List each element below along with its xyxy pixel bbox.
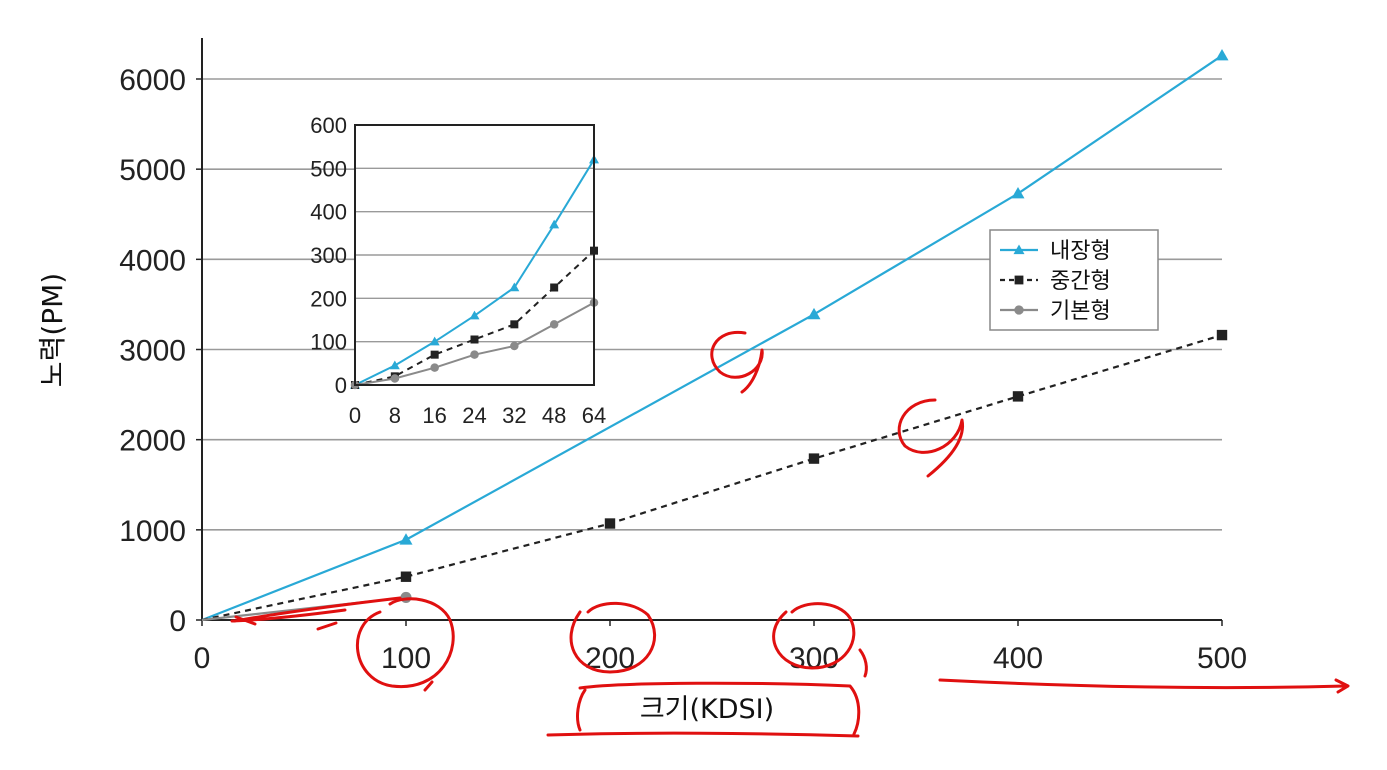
inset-x-tick-label: 64 [582, 403, 606, 428]
series-2-point [400, 571, 412, 582]
series-1-point [807, 307, 821, 320]
inset-y-tick-label: 600 [310, 113, 347, 138]
series-1-point [429, 336, 440, 346]
x-tick-label: 0 [194, 642, 211, 675]
legend-entry-label: 내장형 [1050, 239, 1111, 264]
legend-swatch-marker [1014, 275, 1024, 285]
annotation-arrow-to-origin [230, 596, 402, 631]
legend-swatch-marker [1014, 305, 1024, 315]
annotation-tick-100 [423, 680, 434, 692]
annotation-underline-right [938, 678, 1350, 694]
main-plot-series [201, 49, 1229, 622]
annotation-circle-300 [772, 602, 856, 670]
annotation-nine-lower [897, 398, 965, 478]
series-3-point [470, 350, 479, 359]
inset-x-tick-label: 0 [349, 403, 361, 428]
series-3-point [549, 320, 559, 329]
series-2-point [470, 335, 479, 344]
series-1-point [549, 219, 560, 229]
x-tick-label: 100 [381, 642, 431, 675]
legend-entry-label: 기본형 [1050, 299, 1111, 324]
series-2-line [201, 334, 1223, 622]
x-tick-label: 500 [1197, 642, 1247, 675]
x-tick-label: 300 [789, 642, 839, 675]
main-axes [196, 38, 1223, 626]
annotation-circle-200 [569, 601, 657, 674]
series-2-point [1216, 329, 1228, 341]
legend-entry-label: 중간형 [1050, 269, 1111, 294]
inset-chart: 0 100 200 300 400 500 600 0 8 16 24 32 48 64 [310, 113, 606, 428]
y-tick-label: 4000 [119, 244, 186, 277]
annotation-circle-100 [355, 597, 455, 689]
annotation-nine-upper [710, 330, 764, 394]
series-2-point [430, 350, 439, 359]
x-axis-title: 크기(KDSI) [640, 694, 774, 725]
inset-y-tick-label: 300 [310, 243, 347, 268]
inset-tick-labels: 0 100 200 300 400 500 600 0 8 16 24 32 48 64 [310, 113, 606, 428]
y-tick-label: 3000 [119, 335, 186, 368]
y-tick-label: 1000 [119, 515, 186, 548]
inset-y-tick-label: 500 [310, 156, 347, 181]
inset-x-tick-label: 32 [502, 403, 526, 428]
inset-y-tick-label: 200 [310, 286, 347, 311]
inset-x-tick-label: 16 [422, 403, 446, 428]
annotation-bracket-label [546, 681, 861, 738]
inset-y-tick-label: 400 [310, 200, 347, 225]
inset-x-tick-label: 48 [542, 403, 566, 428]
series-2-point [808, 453, 820, 464]
series-2-point [510, 320, 519, 329]
red-handwriting-annotations [230, 330, 1350, 738]
series-2-point [550, 283, 559, 292]
series-1-point [1215, 49, 1229, 61]
series-3-point [430, 363, 439, 372]
y-tick-label: 6000 [119, 64, 186, 97]
series-1-point [1011, 187, 1025, 199]
y-tick-label: 0 [169, 605, 186, 638]
inset-x-tick-label: 8 [389, 403, 401, 428]
series-2-point [1012, 391, 1024, 402]
series-2-point [604, 518, 616, 529]
inset-y-tick-label: 100 [310, 330, 347, 355]
x-tick-label: 400 [993, 642, 1043, 675]
series-1-point [469, 310, 480, 320]
series-3-point [510, 341, 519, 351]
series-1-point [399, 533, 413, 545]
legend-swatch-marker [1013, 244, 1025, 255]
y-tick-label: 5000 [119, 154, 186, 187]
annotation-loop-300 [858, 648, 868, 678]
inset-frame [354, 124, 595, 386]
y-axis-title: 노력(PM) [36, 273, 69, 387]
series-3-point [390, 374, 400, 383]
inset-y-tick-label: 0 [335, 373, 347, 398]
inset-x-tick-label: 24 [462, 403, 486, 428]
series-1-point [509, 282, 520, 292]
y-tick-label: 2000 [119, 425, 186, 458]
series-1-point [389, 360, 400, 370]
